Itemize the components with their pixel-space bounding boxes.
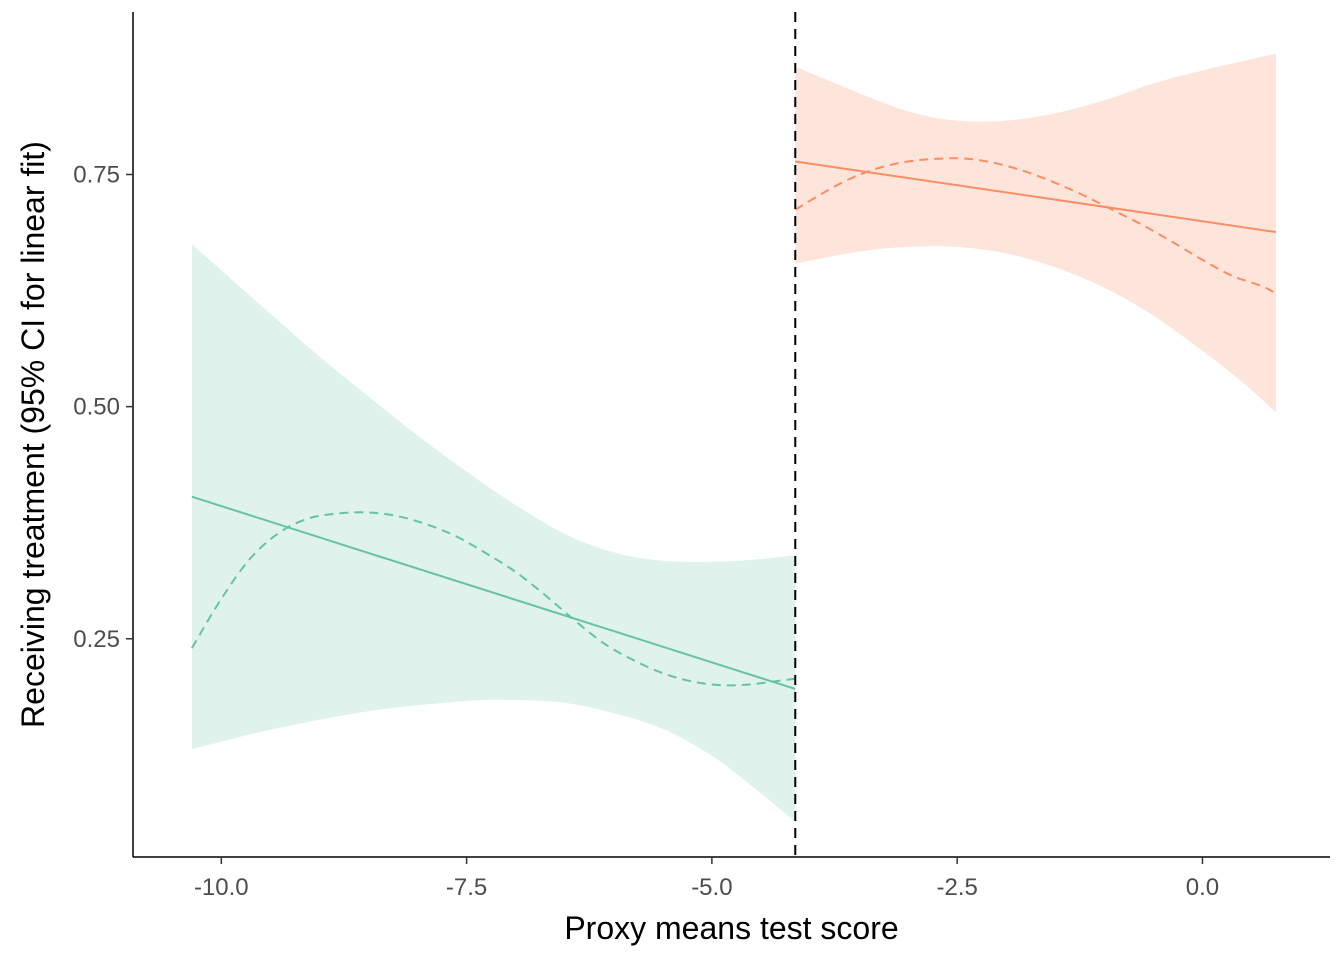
fit-lines <box>191 157 1277 690</box>
y-axis-title: Receiving treatment (95% CI for linear f… <box>15 141 51 728</box>
x-axis-title: Proxy means test score <box>564 910 898 946</box>
y-tick-label: 0.25 <box>73 626 120 653</box>
ci-band-left <box>191 244 796 822</box>
linear-fit-left <box>191 495 796 690</box>
y-axis-ticks: 0.25 0.50 0.75 <box>73 162 133 653</box>
y-tick-label: 0.75 <box>73 162 120 189</box>
ci-band-right <box>795 53 1276 413</box>
x-tick-label: -2.5 <box>936 874 977 901</box>
x-tick-label: -5.0 <box>691 874 732 901</box>
confidence-bands <box>191 53 1276 822</box>
x-tick-label: 0.0 <box>1186 874 1219 901</box>
y-tick-label: 0.50 <box>73 394 120 421</box>
smooth-fit-left <box>191 511 796 687</box>
linear-fit-right <box>795 160 1277 234</box>
x-axis-ticks: -10.0 -7.5 -5.0 -2.5 0.0 <box>194 857 1219 901</box>
x-tick-label: -10.0 <box>194 874 249 901</box>
smooth-fit-right <box>794 157 1277 295</box>
x-tick-label: -7.5 <box>446 874 487 901</box>
